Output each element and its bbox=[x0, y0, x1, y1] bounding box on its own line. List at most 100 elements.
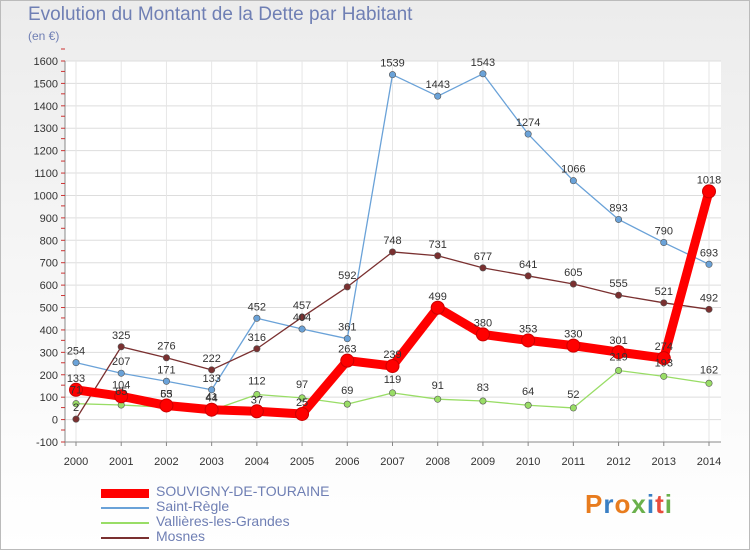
data-label: 65 bbox=[115, 386, 127, 398]
data-label: 492 bbox=[700, 292, 718, 304]
data-point bbox=[434, 252, 442, 260]
data-label: 790 bbox=[655, 226, 673, 238]
x-tick-label: 2013 bbox=[652, 456, 676, 468]
data-label: 64 bbox=[522, 386, 534, 398]
data-label: 316 bbox=[248, 332, 266, 344]
data-label: 325 bbox=[112, 330, 130, 342]
data-label: 380 bbox=[474, 317, 492, 329]
data-label: 748 bbox=[383, 235, 401, 247]
y-tick-label: 1500 bbox=[34, 78, 58, 90]
data-point bbox=[159, 398, 174, 413]
data-label: 83 bbox=[477, 382, 489, 394]
data-label: 171 bbox=[157, 364, 175, 376]
data-label: 361 bbox=[338, 322, 356, 334]
chart-unit-label: (en €) bbox=[28, 29, 60, 43]
chart-title: Evolution du Montant de la Dette par Hab… bbox=[28, 4, 413, 25]
data-label: 1443 bbox=[425, 79, 449, 91]
data-point bbox=[343, 335, 351, 343]
data-label: 521 bbox=[655, 286, 673, 298]
x-tick-label: 2010 bbox=[516, 456, 540, 468]
x-tick-label: 2001 bbox=[109, 456, 133, 468]
data-label: 112 bbox=[248, 375, 266, 387]
proxiti-logo: Proxiti bbox=[585, 489, 673, 520]
legend-swatch bbox=[101, 507, 149, 509]
data-label: 207 bbox=[112, 356, 130, 368]
y-tick-label: 300 bbox=[40, 347, 58, 359]
y-tick-label: 1600 bbox=[34, 56, 58, 68]
data-point bbox=[702, 184, 716, 199]
data-point bbox=[615, 215, 623, 223]
data-point bbox=[208, 366, 216, 374]
data-point bbox=[524, 130, 532, 138]
data-label: 52 bbox=[567, 389, 579, 401]
data-label: 1274 bbox=[516, 117, 540, 129]
data-label: 41 bbox=[206, 391, 218, 403]
y-tick-label: 500 bbox=[40, 303, 58, 315]
data-point bbox=[117, 369, 125, 377]
data-point bbox=[705, 260, 713, 268]
y-tick-label: 700 bbox=[40, 258, 58, 270]
data-point bbox=[705, 379, 713, 387]
y-tick-label: 1200 bbox=[34, 146, 58, 158]
data-point bbox=[475, 327, 490, 342]
logo-letter: o bbox=[614, 489, 632, 519]
x-tick-label: 2003 bbox=[199, 456, 223, 468]
data-point bbox=[298, 394, 306, 402]
data-point bbox=[569, 404, 577, 412]
data-label: 222 bbox=[202, 353, 220, 365]
y-tick-label: 1400 bbox=[34, 101, 58, 113]
x-tick-label: 2011 bbox=[562, 456, 586, 468]
logo-letter: P bbox=[585, 489, 604, 519]
data-label: 55 bbox=[160, 388, 172, 400]
data-label: 605 bbox=[564, 267, 582, 279]
y-tick-label: -100 bbox=[36, 437, 58, 449]
y-tick-label: 400 bbox=[40, 325, 58, 337]
data-label: 301 bbox=[609, 335, 627, 347]
data-point bbox=[434, 92, 442, 100]
data-point bbox=[295, 406, 310, 421]
legend-label: Mosnes bbox=[156, 528, 206, 544]
x-tick-label: 2007 bbox=[380, 456, 404, 468]
y-tick-label: 900 bbox=[40, 213, 58, 225]
x-tick-label: 2000 bbox=[64, 456, 88, 468]
data-point bbox=[388, 389, 396, 397]
data-point bbox=[479, 70, 487, 78]
logo-letter: i bbox=[664, 489, 673, 519]
y-tick-label: 100 bbox=[40, 392, 58, 404]
x-tick-label: 2012 bbox=[606, 456, 630, 468]
data-label: 1066 bbox=[561, 164, 585, 176]
data-label: 239 bbox=[383, 349, 401, 361]
data-label: 893 bbox=[609, 202, 627, 214]
data-label: 63 bbox=[160, 388, 172, 400]
logo-letter: i bbox=[646, 489, 656, 519]
data-point bbox=[162, 354, 170, 362]
data-point bbox=[434, 395, 442, 403]
data-point bbox=[72, 415, 80, 423]
data-label: 1539 bbox=[380, 58, 404, 70]
data-label: 499 bbox=[429, 291, 447, 303]
data-point bbox=[611, 345, 626, 360]
y-tick-label: 200 bbox=[40, 370, 58, 382]
data-label: 37 bbox=[251, 394, 263, 406]
data-point bbox=[114, 389, 129, 404]
data-label: 353 bbox=[519, 323, 537, 335]
x-tick-label: 2004 bbox=[245, 456, 269, 468]
data-point bbox=[615, 291, 623, 299]
data-point bbox=[569, 280, 577, 288]
data-label: 263 bbox=[338, 344, 356, 356]
data-point bbox=[253, 345, 261, 353]
data-point bbox=[253, 314, 261, 322]
data-label: 2 bbox=[73, 402, 79, 414]
data-label: 219 bbox=[609, 352, 627, 364]
data-point bbox=[340, 353, 355, 368]
data-point bbox=[566, 338, 581, 353]
data-label: 677 bbox=[474, 251, 492, 263]
data-label: 119 bbox=[384, 374, 402, 386]
y-tick-label: 600 bbox=[40, 280, 58, 292]
data-point bbox=[615, 367, 623, 375]
data-label: 592 bbox=[338, 270, 356, 282]
legend-label: Saint-Règle bbox=[156, 498, 230, 514]
data-label: 404 bbox=[293, 312, 311, 324]
data-label: 274 bbox=[655, 341, 673, 353]
